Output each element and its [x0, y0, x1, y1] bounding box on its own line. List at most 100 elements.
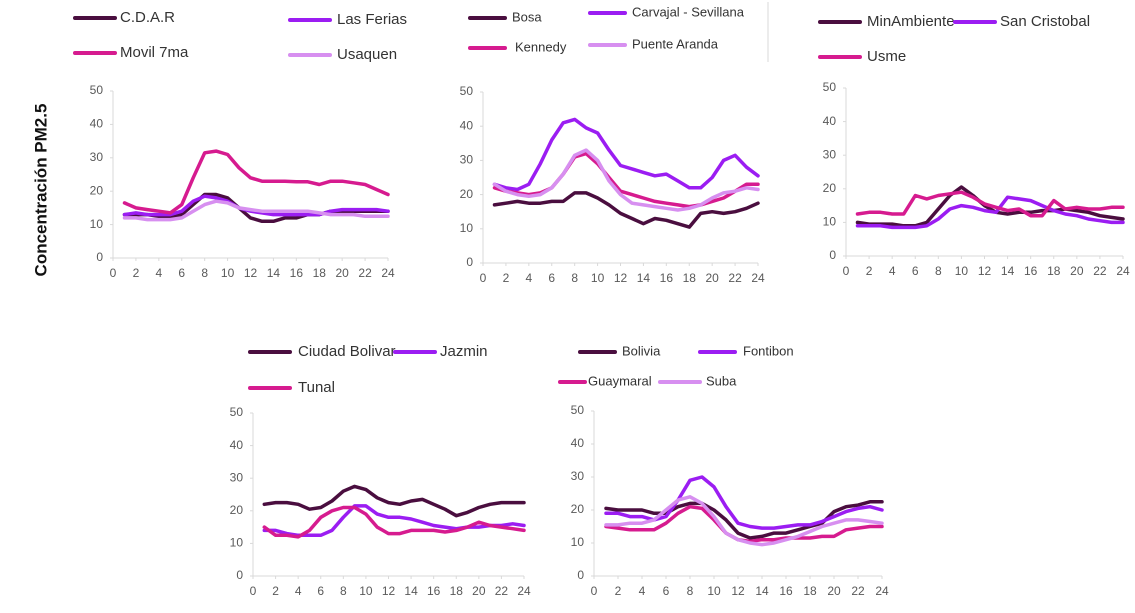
x-tick-label: 6 [548, 271, 555, 285]
x-tick-label: 22 [851, 584, 865, 598]
x-tick-label: 20 [472, 584, 486, 598]
x-tick-label: 16 [290, 266, 304, 280]
y-tick-label: 10 [90, 217, 104, 231]
y-tick-label: 30 [823, 147, 837, 161]
x-tick-label: 12 [731, 584, 745, 598]
x-tick-label: 10 [359, 584, 373, 598]
x-tick-label: 16 [660, 271, 674, 285]
x-tick-label: 10 [707, 584, 721, 598]
x-tick-label: 14 [1001, 264, 1015, 278]
legend-label: Bolivia [622, 343, 661, 358]
y-tick-label: 50 [460, 84, 474, 98]
y-tick-label: 40 [460, 118, 474, 132]
series-line [122, 149, 390, 215]
y-tick-label: 40 [90, 117, 104, 131]
x-tick-label: 18 [450, 584, 464, 598]
x-tick-label: 10 [591, 271, 605, 285]
y-tick-label: 0 [577, 568, 584, 582]
y-tick-label: 20 [460, 187, 474, 201]
legend-label: San Cristobal [1000, 13, 1090, 30]
y-tick-label: 30 [571, 469, 585, 483]
series-line [604, 495, 884, 547]
x-tick-label: 4 [889, 264, 896, 278]
y-tick-label: 10 [230, 536, 244, 550]
legend-label: Puente Aranda [632, 36, 719, 51]
x-tick-label: 24 [751, 271, 765, 285]
series-line [262, 484, 526, 518]
series-line [604, 500, 884, 540]
x-tick-label: 24 [875, 584, 889, 598]
x-tick-label: 2 [615, 584, 622, 598]
x-tick-label: 2 [272, 584, 279, 598]
x-tick-label: 24 [381, 266, 395, 280]
legend-label: Tunal [298, 379, 335, 396]
x-tick-label: 4 [639, 584, 646, 598]
x-tick-label: 8 [935, 264, 942, 278]
series-line [492, 148, 760, 212]
x-tick-label: 0 [843, 264, 850, 278]
x-tick-label: 14 [755, 584, 769, 598]
y-tick-label: 10 [823, 215, 837, 229]
x-tick-label: 6 [663, 584, 670, 598]
legend-label: MinAmbiente [867, 13, 955, 30]
series-line [492, 191, 760, 229]
y-tick-label: 50 [230, 405, 244, 419]
legend-label: Fontibon [743, 343, 794, 358]
series-line [855, 195, 1125, 230]
x-tick-label: 12 [244, 266, 258, 280]
x-tick-label: 14 [637, 271, 651, 285]
x-tick-label: 6 [317, 584, 324, 598]
x-tick-label: 0 [110, 266, 117, 280]
x-tick-label: 4 [525, 271, 532, 285]
y-tick-label: 50 [571, 403, 585, 417]
y-tick-label: 20 [90, 183, 104, 197]
y-axis-label: Concentración PM2.5 [31, 104, 50, 277]
x-tick-label: 0 [591, 584, 598, 598]
x-tick-label: 4 [155, 266, 162, 280]
x-tick-label: 12 [382, 584, 396, 598]
series-line [122, 199, 390, 222]
x-tick-label: 8 [201, 266, 208, 280]
legend-label: Jazmin [440, 343, 488, 360]
y-tick-label: 0 [829, 248, 836, 262]
series-line [855, 185, 1125, 228]
x-tick-label: 0 [250, 584, 257, 598]
x-tick-label: 6 [912, 264, 919, 278]
y-tick-label: 0 [236, 568, 243, 582]
x-tick-label: 0 [480, 271, 487, 285]
x-tick-label: 16 [427, 584, 441, 598]
y-tick-label: 20 [571, 502, 585, 516]
x-tick-label: 18 [683, 271, 697, 285]
y-tick-label: 30 [230, 470, 244, 484]
x-tick-label: 16 [779, 584, 793, 598]
x-tick-label: 10 [955, 264, 969, 278]
x-tick-label: 2 [866, 264, 873, 278]
legend-label: Movil 7ma [120, 44, 189, 61]
x-tick-label: 22 [358, 266, 372, 280]
x-tick-label: 18 [803, 584, 817, 598]
legend-label: Suba [706, 373, 737, 388]
x-tick-label: 8 [340, 584, 347, 598]
x-tick-label: 12 [614, 271, 628, 285]
y-tick-label: 20 [823, 181, 837, 195]
y-tick-label: 40 [230, 438, 244, 452]
series-line [262, 504, 526, 538]
legend-label: C.D.A.R [120, 9, 175, 26]
y-tick-label: 50 [823, 80, 837, 94]
legend-label: Carvajal - Sevillana [632, 4, 745, 19]
x-tick-label: 2 [133, 266, 140, 280]
x-tick-label: 14 [404, 584, 418, 598]
x-tick-label: 24 [517, 584, 531, 598]
legend-label: Kennedy [515, 39, 567, 54]
x-tick-label: 8 [687, 584, 694, 598]
x-tick-label: 20 [705, 271, 719, 285]
legend-label: Las Ferias [337, 11, 407, 28]
y-tick-label: 0 [466, 255, 473, 269]
y-tick-label: 30 [460, 153, 474, 167]
series-line [492, 117, 760, 192]
y-tick-label: 40 [823, 114, 837, 128]
x-tick-label: 14 [267, 266, 281, 280]
legend-label: Guaymaral [588, 373, 652, 388]
legend-label: Ciudad Bolivar [298, 343, 396, 360]
